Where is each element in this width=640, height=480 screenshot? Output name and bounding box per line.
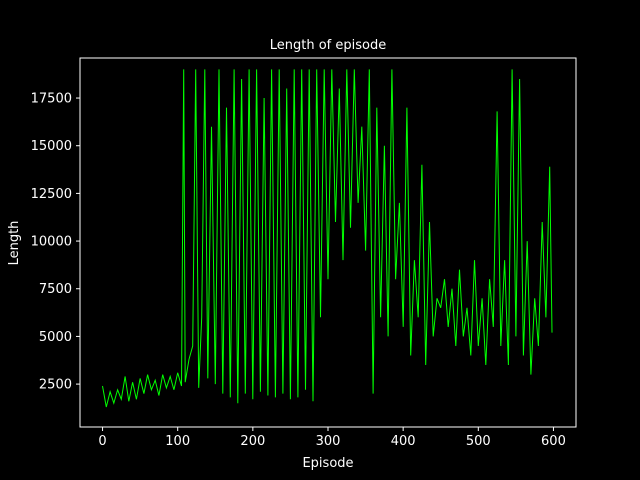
- x-tick-label: 200: [240, 434, 265, 449]
- x-axis-label: Episode: [302, 456, 353, 471]
- y-axis-label: Length: [7, 221, 22, 266]
- x-axis: 0 100 200 300 400 500 600: [98, 427, 566, 449]
- x-tick-label: 100: [165, 434, 190, 449]
- series-line-0: [102, 69, 553, 408]
- y-tick-label: 12500: [31, 187, 72, 202]
- y-tick-label: 10000: [31, 235, 72, 250]
- y-tick-label: 7500: [39, 282, 72, 297]
- y-tick-label: 5000: [39, 330, 72, 345]
- x-tick-label: 400: [391, 434, 416, 449]
- x-tick-label: 0: [98, 434, 106, 449]
- plot-area: [102, 69, 553, 408]
- x-tick-label: 500: [466, 434, 491, 449]
- y-tick-label: 17500: [31, 92, 72, 107]
- y-tick-label: 15000: [31, 139, 72, 154]
- x-tick-label: 300: [316, 434, 341, 449]
- y-axis: 2500 5000 7500 10000 12500 15000 17500: [31, 92, 80, 393]
- x-tick-label: 600: [541, 434, 566, 449]
- y-tick-label: 2500: [39, 378, 72, 393]
- chart-title: Length of episode: [270, 38, 386, 53]
